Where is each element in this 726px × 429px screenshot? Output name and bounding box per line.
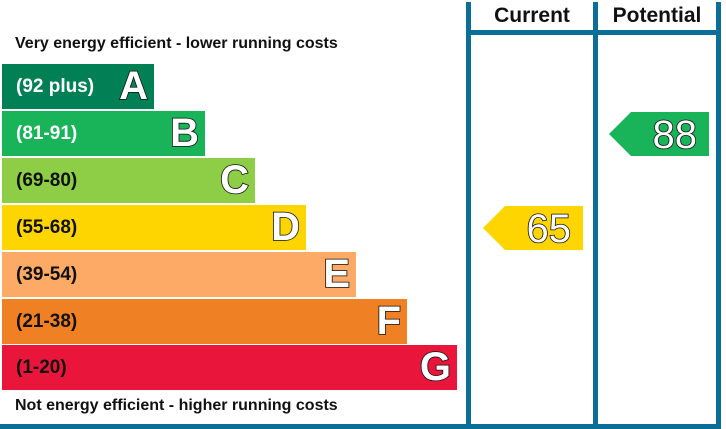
column-divider-rule — [593, 2, 598, 427]
header-divider-rule — [466, 30, 721, 35]
band-c: (69-80) C — [2, 157, 255, 203]
band-letter: F — [376, 298, 402, 344]
current-rating-arrow: 65 — [483, 206, 583, 252]
band-g: (1-20) G — [2, 344, 457, 390]
top-caption: Very energy efficient - lower running co… — [15, 35, 338, 52]
band-letter: C — [219, 157, 249, 203]
potential-rating-arrow: 88 — [609, 112, 709, 158]
current-arrow-shape — [483, 206, 583, 250]
band-letter: D — [270, 204, 300, 250]
band-range-label: (81-91) — [16, 123, 78, 144]
band-range-label: (21-38) — [16, 311, 78, 332]
current-column-left-rule — [466, 2, 471, 427]
potential-column-header: Potential — [612, 4, 702, 27]
current-rating-value: 65 — [526, 206, 572, 252]
band-letter: G — [419, 344, 452, 390]
band-b: (81-91) B — [2, 110, 205, 156]
band-e: (39-54) E — [2, 251, 356, 297]
band-range-label: (92 plus) — [16, 76, 95, 97]
current-column-header: Current — [494, 4, 570, 27]
band-range-label: (55-68) — [16, 217, 78, 238]
band-a: (92 plus) A — [2, 63, 154, 109]
band-range-label: (69-80) — [16, 170, 78, 191]
potential-arrow-shape — [609, 112, 709, 156]
band-d: (55-68) D — [2, 204, 306, 250]
potential-column-right-rule — [716, 2, 721, 427]
band-range-label: (39-54) — [16, 264, 78, 285]
band-letter: E — [323, 251, 351, 297]
bottom-caption: Not energy efficient - higher running co… — [15, 397, 338, 414]
band-f: (21-38) F — [2, 298, 407, 344]
band-letter: A — [118, 63, 148, 109]
band-range-label: (1-20) — [16, 357, 67, 378]
potential-rating-value: 88 — [652, 112, 698, 158]
bottom-rule — [0, 424, 721, 429]
rating-bands: (92 plus) A (81-91) B (69-80) C (55-68) D (39-54… — [2, 63, 457, 390]
band-letter: B — [169, 110, 199, 156]
